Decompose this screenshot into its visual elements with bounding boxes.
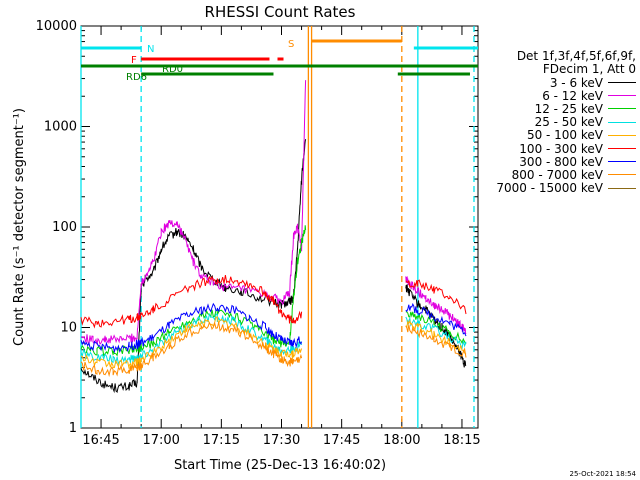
legend-entry: 12 - 25 keV	[478, 101, 636, 116]
y-axis-label: Count Rate (s⁻¹ detector segment⁻¹)	[12, 108, 27, 346]
legend-entry: 25 - 50 keV	[478, 115, 636, 130]
flag-label-rd0: RD0	[162, 64, 183, 75]
legend-swatch	[608, 187, 636, 189]
legend-entry-label: 300 - 800 keV	[519, 154, 603, 169]
legend-entry-label: 6 - 12 keV	[542, 88, 603, 103]
legend-entry: 300 - 800 keV	[478, 154, 636, 169]
legend-entry: 50 - 100 keV	[478, 128, 636, 143]
footer-timestamp: 25-Oct-2021 18:54	[569, 470, 636, 478]
flag-label-rd6: RD6	[126, 72, 147, 83]
series-line	[80, 321, 467, 378]
legend-entry: 3 - 6 keV	[478, 75, 636, 90]
legend-swatch	[608, 161, 636, 163]
x-tick-label: 16:45	[82, 433, 119, 448]
plot-area: 1 10 100 1000 10000 16:45 17:00 17:15 17:30 17:45…	[36, 19, 481, 448]
legend-title-line-2: FDecim 1, Att 0	[542, 62, 636, 76]
legend-swatch	[608, 82, 636, 84]
y-tick-label: 10000	[36, 19, 77, 34]
series-line	[80, 80, 467, 345]
legend-entry-label: 100 - 300 keV	[519, 141, 603, 156]
legend-swatch	[608, 95, 636, 97]
legend-swatch	[608, 148, 636, 150]
x-tick-label: 18:15	[443, 433, 480, 448]
legend-entry-label: 800 - 7000 keV	[511, 167, 603, 182]
legend-swatch	[608, 174, 636, 176]
legend-entry: 7000 - 15000 keV	[478, 181, 636, 196]
flag-label-f: F	[131, 55, 137, 66]
series-line	[80, 302, 467, 354]
x-tick-label: 17:15	[203, 433, 240, 448]
legend: Det 1f,3f,4f,5f,6f,9f, FDecim 1, Att 0 3…	[478, 50, 636, 195]
legend-entry: 800 - 7000 keV	[478, 167, 636, 182]
legend-entry: 100 - 300 keV	[478, 141, 636, 156]
legend-entry: 6 - 12 keV	[478, 88, 636, 103]
legend-title-line-1: Det 1f,3f,4f,5f,6f,9f,	[516, 49, 636, 63]
y-tick-label: 1000	[44, 120, 77, 135]
y-tick-label: 1	[69, 421, 77, 436]
legend-entry-label: 3 - 6 keV	[549, 75, 603, 90]
legend-entry-label: 7000 - 15000 keV	[496, 181, 603, 196]
chart-title: RHESSI Count Rates	[205, 3, 356, 21]
series-line	[80, 275, 467, 329]
flag-label-n: N	[147, 44, 154, 55]
legend-entry-label: 25 - 50 keV	[534, 115, 603, 130]
y-tick-label: 100	[52, 220, 77, 235]
legend-swatch	[608, 134, 636, 136]
flag-label-s: S	[288, 39, 294, 50]
x-tick-label: 17:00	[142, 433, 179, 448]
x-tick-label: 17:30	[263, 433, 300, 448]
x-tick-label: 17:45	[323, 433, 360, 448]
x-tick-label: 18:00	[383, 433, 420, 448]
legend-swatch	[608, 108, 636, 110]
legend-entry-label: 12 - 25 keV	[534, 101, 603, 116]
legend-entry-label: 50 - 100 keV	[526, 128, 603, 143]
y-tick-label: 10	[60, 321, 77, 336]
legend-swatch	[608, 121, 636, 123]
x-axis-label: Start Time (25-Dec-13 16:40:02)	[174, 458, 386, 473]
